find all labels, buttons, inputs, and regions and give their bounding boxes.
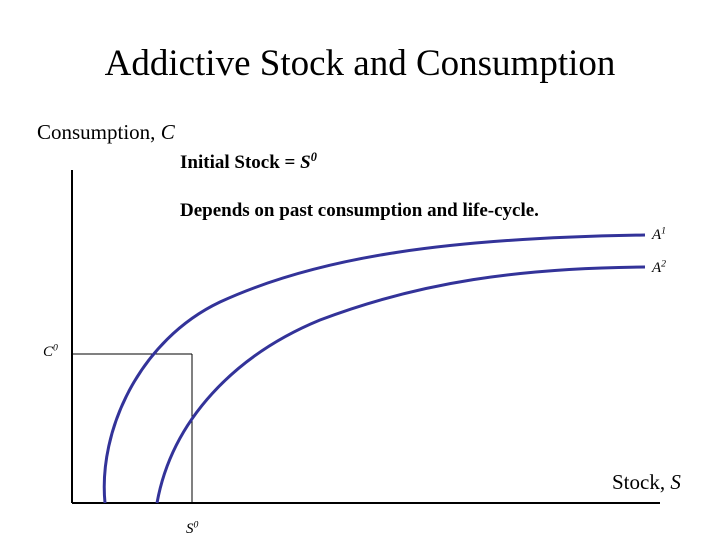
s0-label: S0 [186, 519, 199, 537]
curve-label-a1: A1 [652, 225, 667, 243]
initial-stock-label: Initial Stock = S0 [180, 150, 317, 173]
x-axis-label: Stock, S [612, 470, 681, 494]
curve-a2 [155, 265, 646, 504]
y-axis-label: Consumption, C [37, 120, 175, 144]
page-title: Addictive Stock and Consumption [104, 43, 616, 84]
note-text: Depends on past consumption and life-cyc… [180, 200, 539, 221]
curve-label-a2: A2 [652, 258, 667, 276]
c0-label: C0 [43, 342, 58, 360]
curve-a1 [102, 233, 646, 504]
